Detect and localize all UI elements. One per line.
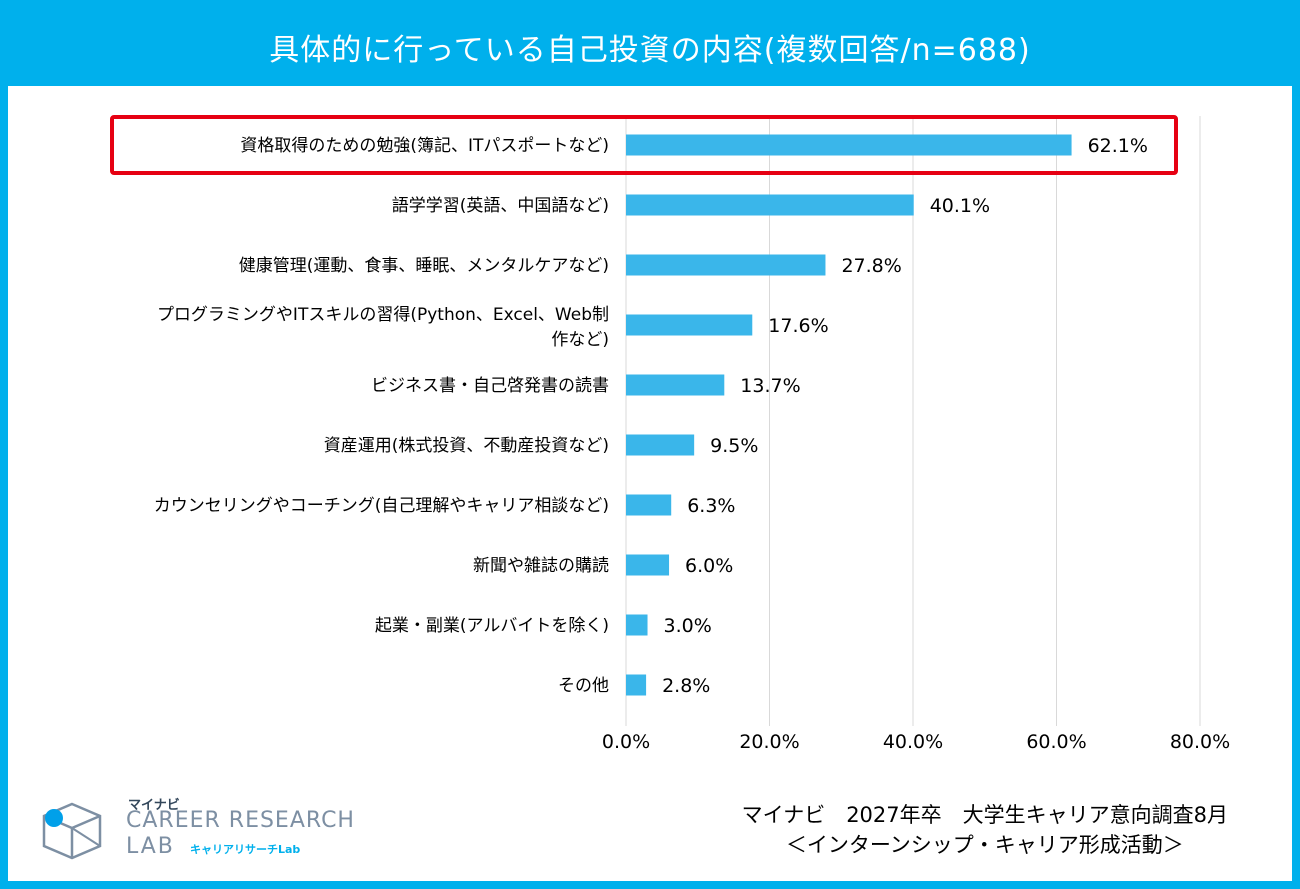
highlight-box — [110, 115, 1178, 175]
chart-title: 具体的に行っている自己投資の内容(複数回答/n=688) — [8, 8, 1292, 86]
x-tick-label: 60.0% — [1026, 731, 1086, 753]
bar — [626, 254, 826, 276]
data-label: 9.5% — [710, 435, 758, 457]
data-label: 6.3% — [687, 495, 735, 517]
bar — [626, 434, 695, 456]
category-label: 資格取得のための勉強(簿記、ITパスポートなど) — [240, 136, 609, 156]
data-label: 3.0% — [664, 615, 712, 637]
data-label: 27.8% — [841, 255, 901, 277]
logo-lab-text: LAB — [126, 834, 175, 859]
logo-sub-text: キャリアリサーチLab — [190, 843, 301, 856]
bar — [626, 194, 914, 216]
category-label: カウンセリングやコーチング(自己理解やキャリア相談など) — [154, 496, 609, 516]
source-line-2: ＜インターンシップ・キャリア形成活動＞ — [785, 833, 1184, 857]
x-tick-label: 0.0% — [602, 731, 650, 753]
x-tick-label: 20.0% — [739, 731, 799, 753]
data-label: 17.6% — [768, 315, 828, 337]
bar — [626, 314, 753, 336]
category-label: 資産運用(株式投資、不動産投資など) — [324, 436, 609, 456]
bar — [626, 134, 1072, 156]
x-tick-label: 40.0% — [883, 731, 943, 753]
category-label: プログラミングやITスキルの習得(Python、Excel、Web制 — [157, 305, 609, 325]
data-label: 62.1% — [1088, 135, 1148, 157]
category-label: その他 — [558, 676, 609, 696]
bar — [626, 614, 648, 636]
category-label: 健康管理(運動、食事、睡眠、メンタルケアなど) — [239, 256, 609, 276]
source-line-1: マイナビ 2027年卒 大学生キャリア意向調査8月 — [741, 803, 1228, 827]
logo-small-text: マイナビ — [128, 798, 180, 813]
bar-chart: 0.0% 20.0% 40.0% 60.0% 80.0% 62.1% 資格取得のための勉強(… — [110, 115, 1230, 753]
category-label: 起業・副業(アルバイトを除く) — [375, 616, 609, 636]
career-research-lab-logo: マイナビ CAREER RESEARCH LAB キャリアリサーチLab — [42, 788, 372, 868]
bar — [626, 554, 670, 576]
cube-logo-icon — [42, 802, 102, 860]
x-tick-label: 80.0% — [1170, 731, 1230, 753]
bar — [626, 674, 647, 696]
bar — [626, 494, 672, 516]
data-label: 13.7% — [740, 375, 800, 397]
data-label: 40.1% — [930, 195, 990, 217]
category-label: 作など) — [551, 330, 609, 350]
data-label: 2.8% — [662, 675, 710, 697]
category-label: 新聞や雑誌の購読 — [473, 556, 609, 576]
data-label: 6.0% — [685, 555, 733, 577]
source-note: マイナビ 2027年卒 大学生キャリア意向調査8月 ＜インターンシップ・キャリア… — [742, 800, 1228, 860]
bar — [626, 374, 725, 396]
logo-main-text: CAREER RESEARCH — [126, 808, 355, 833]
category-label: ビジネス書・自己啓発書の読書 — [371, 376, 609, 396]
category-label: 語学学習(英語、中国語など) — [392, 196, 609, 216]
